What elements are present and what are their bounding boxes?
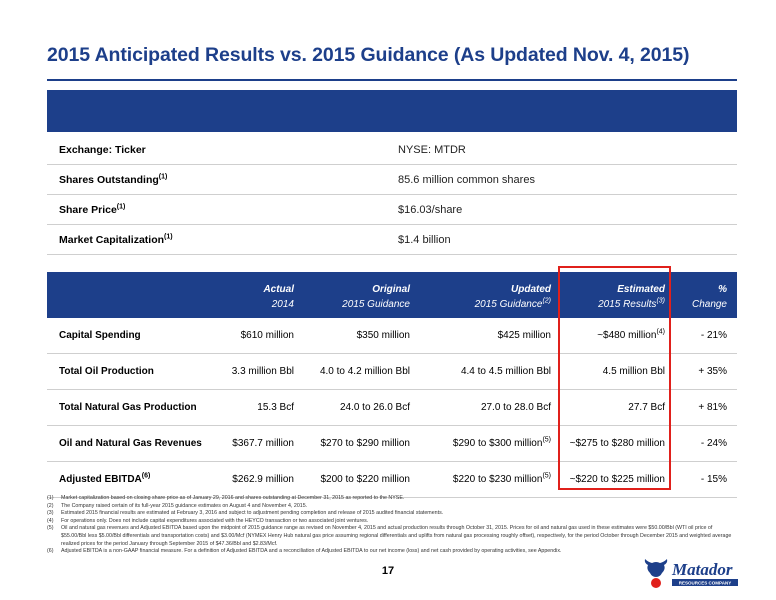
matador-logo: Matador RESOURCES COMPANY [642, 555, 742, 591]
cell-estimated: 4.5 million Bbl [602, 366, 665, 377]
info-table-header-band [47, 90, 737, 132]
footnote: (5) Oil and natural gas revenues and Adju… [47, 525, 732, 547]
info-value: NYSE: MTDR [398, 143, 466, 156]
cell-change: - 24% [700, 438, 727, 449]
cell-actual: $367.7 million [232, 438, 294, 449]
company-info-table: Exchange: Ticker NYSE: MTDR Shares Outst… [47, 135, 737, 255]
title-divider [47, 79, 737, 81]
cell-actual: 3.3 million Bbl [231, 366, 294, 377]
info-row-ticker: Exchange: Ticker NYSE: MTDR [47, 135, 737, 165]
info-label: Market Capitalization(1) [59, 233, 173, 246]
cell-original: 24.0 to 26.0 Bcf [339, 402, 410, 413]
column-header-estimated-results: Estimated 2015 Results(3) [598, 284, 665, 310]
page-title: 2015 Anticipated Results vs. 2015 Guidan… [47, 44, 690, 66]
cell-actual: $262.9 million [232, 474, 294, 485]
row-label: Total Oil Production [59, 366, 154, 377]
cell-change: - 15% [700, 474, 727, 485]
info-value: $16.03/share [398, 203, 463, 216]
results-table-header: Actual 2014 Original 2015 Guidance Updat… [47, 272, 737, 318]
table-row: Adjusted EBITDA(6) $262.9 million $200 t… [47, 462, 737, 498]
info-label: Exchange: Ticker [59, 143, 146, 156]
cell-original: $270 to $290 million [320, 438, 410, 449]
row-label: Adjusted EBITDA(6) [59, 472, 151, 485]
cell-updated: 27.0 to 28.0 Bcf [480, 402, 551, 413]
info-row-market-cap: Market Capitalization(1) $1.4 billion [47, 225, 737, 255]
cell-estimated: ~$220 to $225 million [569, 474, 665, 485]
cell-updated: $290 to $300 million(5) [452, 436, 551, 449]
cell-original: $350 million [356, 330, 410, 341]
cell-change: + 35% [698, 366, 727, 377]
row-label: Capital Spending [59, 330, 141, 341]
table-row: Total Natural Gas Production 15.3 Bcf 24… [47, 390, 737, 426]
cell-change: + 81% [698, 402, 727, 413]
info-label: Share Price(1) [59, 203, 126, 216]
cell-estimated: ~$275 to $280 million [569, 438, 665, 449]
svg-text:RESOURCES COMPANY: RESOURCES COMPANY [679, 581, 731, 586]
results-table-body: Capital Spending $610 million $350 milli… [47, 318, 737, 498]
cell-change: - 21% [700, 330, 727, 341]
footnote: (2) The Company raised certain of its ful… [47, 502, 308, 509]
footnote: (6) Adjusted EBITDA is a non-GAAP financi… [47, 548, 562, 555]
cell-updated: $425 million [497, 330, 551, 341]
footnote: (4) For operations only. Does not include… [47, 517, 369, 524]
cell-updated: 4.4 to 4.5 million Bbl [460, 366, 551, 377]
info-value: $1.4 billion [398, 233, 451, 246]
info-label: Shares Outstanding(1) [59, 173, 168, 186]
table-row: Capital Spending $610 million $350 milli… [47, 318, 737, 354]
column-header-percent-change: % Change [691, 284, 727, 310]
column-header-original-guidance: Original 2015 Guidance [342, 284, 410, 310]
bull-icon [644, 559, 668, 588]
cell-original: $200 to $220 million [320, 474, 410, 485]
cell-updated: $220 to $230 million(5) [452, 472, 551, 485]
footnote: (1) Market capitalization based on closin… [47, 495, 405, 501]
table-row: Total Oil Production 3.3 million Bbl 4.0… [47, 354, 737, 390]
info-value: 85.6 million common shares [398, 173, 535, 186]
info-row-shares: Shares Outstanding(1) 85.6 million commo… [47, 165, 737, 195]
svg-text:Matador: Matador [671, 560, 733, 579]
column-header-actual-2014: Actual 2014 [263, 284, 294, 310]
row-label: Total Natural Gas Production [59, 402, 197, 413]
footnotes: (1) Market capitalization based on closin… [47, 495, 737, 556]
cell-estimated: 27.7 Bcf [628, 402, 665, 413]
cell-actual: $610 million [240, 330, 294, 341]
page-number: 17 [381, 565, 395, 577]
cell-original: 4.0 to 4.2 million Bbl [319, 366, 410, 377]
cell-estimated: ~$480 million(4) [597, 328, 665, 341]
footnote: (3) Estimated 2015 financial results are … [47, 510, 444, 517]
cell-actual: 15.3 Bcf [257, 402, 294, 413]
estimated-results-highlight [558, 266, 671, 490]
info-row-price: Share Price(1) $16.03/share [47, 195, 737, 225]
row-label: Oil and Natural Gas Revenues [59, 438, 202, 449]
column-header-updated-guidance: Updated 2015 Guidance(2) [474, 284, 551, 310]
table-row: Oil and Natural Gas Revenues $367.7 mill… [47, 426, 737, 462]
